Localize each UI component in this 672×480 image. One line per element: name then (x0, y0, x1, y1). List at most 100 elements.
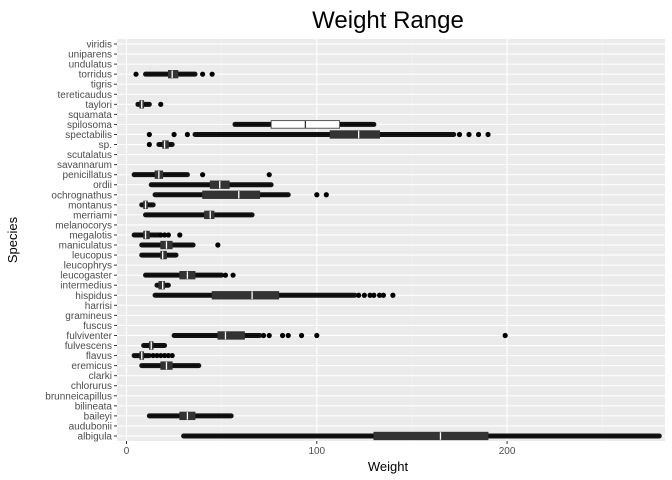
species-label: savannarum (57, 160, 112, 171)
species-label: ordii (93, 180, 112, 191)
outlier-point (171, 131, 177, 138)
iqr-box (143, 230, 150, 240)
outlier-point (200, 71, 206, 77)
iqr-box (217, 331, 245, 340)
outlier-point (380, 292, 386, 298)
x-tick-label: 0 (124, 446, 130, 457)
species-axis-labels: albigulaauduboniibaileyibilineatabrunnei… (45, 40, 117, 442)
outlier-point (314, 192, 320, 198)
outlier-point (485, 131, 491, 138)
species-label: sp. (99, 140, 112, 151)
boxplot-merriami (143, 210, 255, 220)
boxplot-ordii (148, 180, 274, 189)
outlier-point (215, 242, 221, 248)
boxplot-leucopus (139, 250, 179, 260)
species-label: leucopus (72, 251, 112, 262)
species-label: baileyi (84, 411, 112, 422)
iqr-box (167, 70, 179, 79)
iqr-box (158, 281, 165, 290)
boxplot-penicillatus (131, 170, 272, 179)
outlier-point (376, 292, 383, 298)
species-label: albigula (78, 431, 113, 442)
species-label: audubonii (69, 421, 112, 432)
weight-axis-ticks: 0 100 200 (124, 441, 516, 457)
species-label: montanus (68, 200, 112, 211)
species-label: taylori (85, 100, 112, 111)
outlier-point (367, 292, 373, 298)
boxplot-spilosoma (232, 120, 377, 129)
outlier-point (371, 292, 377, 298)
grid (117, 39, 665, 441)
outlier-point (158, 101, 164, 107)
boxplot-sp (146, 140, 175, 149)
boxplot-montanus (139, 200, 156, 209)
outlier-point (158, 352, 164, 359)
boxplot-eremicus (139, 361, 202, 370)
species-label: scutalatus (67, 150, 112, 161)
iqr-box (373, 431, 489, 441)
boxplot-ochrognathus (152, 190, 329, 199)
species-label: bilineata (75, 401, 113, 412)
outlier-point (279, 332, 286, 339)
outlier-point (154, 352, 160, 359)
y-axis-title: Species (5, 216, 20, 263)
boxplot-marks (131, 70, 662, 441)
x-axis-title: Weight (368, 459, 409, 474)
species-label: fulvescens (65, 341, 112, 352)
species-label: penicillatus (63, 170, 112, 181)
outlier-point (356, 292, 362, 298)
outlier-point (314, 332, 320, 339)
species-label: viridis (86, 40, 112, 51)
species-label: melanocorys (55, 220, 112, 231)
outlier-point (466, 131, 472, 138)
boxplot-spectabilis (146, 130, 491, 139)
boxplot-maniculatus (139, 240, 221, 250)
boxplot-taylori (135, 100, 164, 109)
outlier-point (260, 332, 267, 339)
species-label: flavus (86, 351, 112, 362)
species-label: hispidus (75, 291, 112, 302)
species-label: chlorurus (71, 381, 112, 392)
outlier-point (158, 232, 164, 238)
species-label: undulatus (69, 60, 112, 71)
species-label: spectabilis (65, 130, 112, 141)
chart-title: Weight Range (312, 7, 464, 34)
species-label: megalotis (69, 230, 112, 241)
species-label: squamata (68, 110, 112, 121)
boxplot-albigula (181, 431, 662, 441)
boxplot-hispidus (152, 291, 396, 300)
plot-panel (117, 39, 665, 441)
outlier-point (177, 232, 183, 238)
species-label: ochrognathus (51, 190, 112, 201)
outlier-point (361, 292, 367, 298)
outlier-point (161, 232, 168, 238)
boxplot-flavus (131, 351, 175, 360)
species-label: fuscus (83, 321, 112, 332)
boxplot-fulviventer (171, 331, 508, 340)
outlier-point (184, 131, 191, 138)
x-tick-label: 100 (308, 446, 325, 457)
species-label: eremicus (71, 361, 112, 372)
outlier-point (285, 332, 291, 339)
outlier-point (298, 332, 305, 339)
boxplot-megalotis (131, 230, 183, 240)
outlier-point (146, 141, 152, 148)
species-label: intermedius (60, 281, 112, 292)
outlier-point (502, 332, 508, 339)
species-label: merriami (73, 210, 112, 221)
boxplot-intermedius (154, 281, 171, 290)
outlier-point (456, 131, 463, 138)
species-label: uniparens (68, 50, 112, 61)
boxplot-baileyi (146, 411, 234, 421)
boxplot-torridus (133, 70, 215, 79)
outlier-point (133, 71, 139, 77)
outlier-point (150, 352, 156, 359)
iqr-box (202, 190, 261, 199)
iqr-box (211, 291, 280, 300)
x-tick-label: 200 (499, 446, 516, 457)
species-label: torridus (79, 70, 112, 81)
outlier-point (161, 352, 168, 359)
species-label: brunneicapillus (45, 391, 112, 402)
species-label: tigris (91, 80, 112, 91)
